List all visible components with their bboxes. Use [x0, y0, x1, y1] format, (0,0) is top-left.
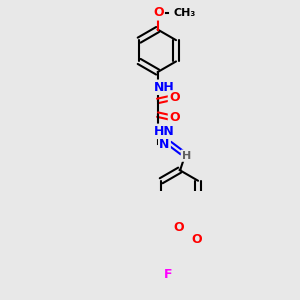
Text: N: N — [159, 138, 170, 151]
Text: O: O — [169, 92, 180, 104]
Text: HN: HN — [154, 125, 175, 138]
Text: F: F — [164, 268, 172, 281]
Text: O: O — [174, 221, 184, 234]
Text: H: H — [182, 151, 191, 161]
Text: NH: NH — [154, 81, 175, 94]
Text: CH₃: CH₃ — [174, 8, 196, 18]
Text: O: O — [169, 111, 180, 124]
Text: O: O — [191, 233, 202, 246]
Text: O: O — [153, 6, 164, 19]
